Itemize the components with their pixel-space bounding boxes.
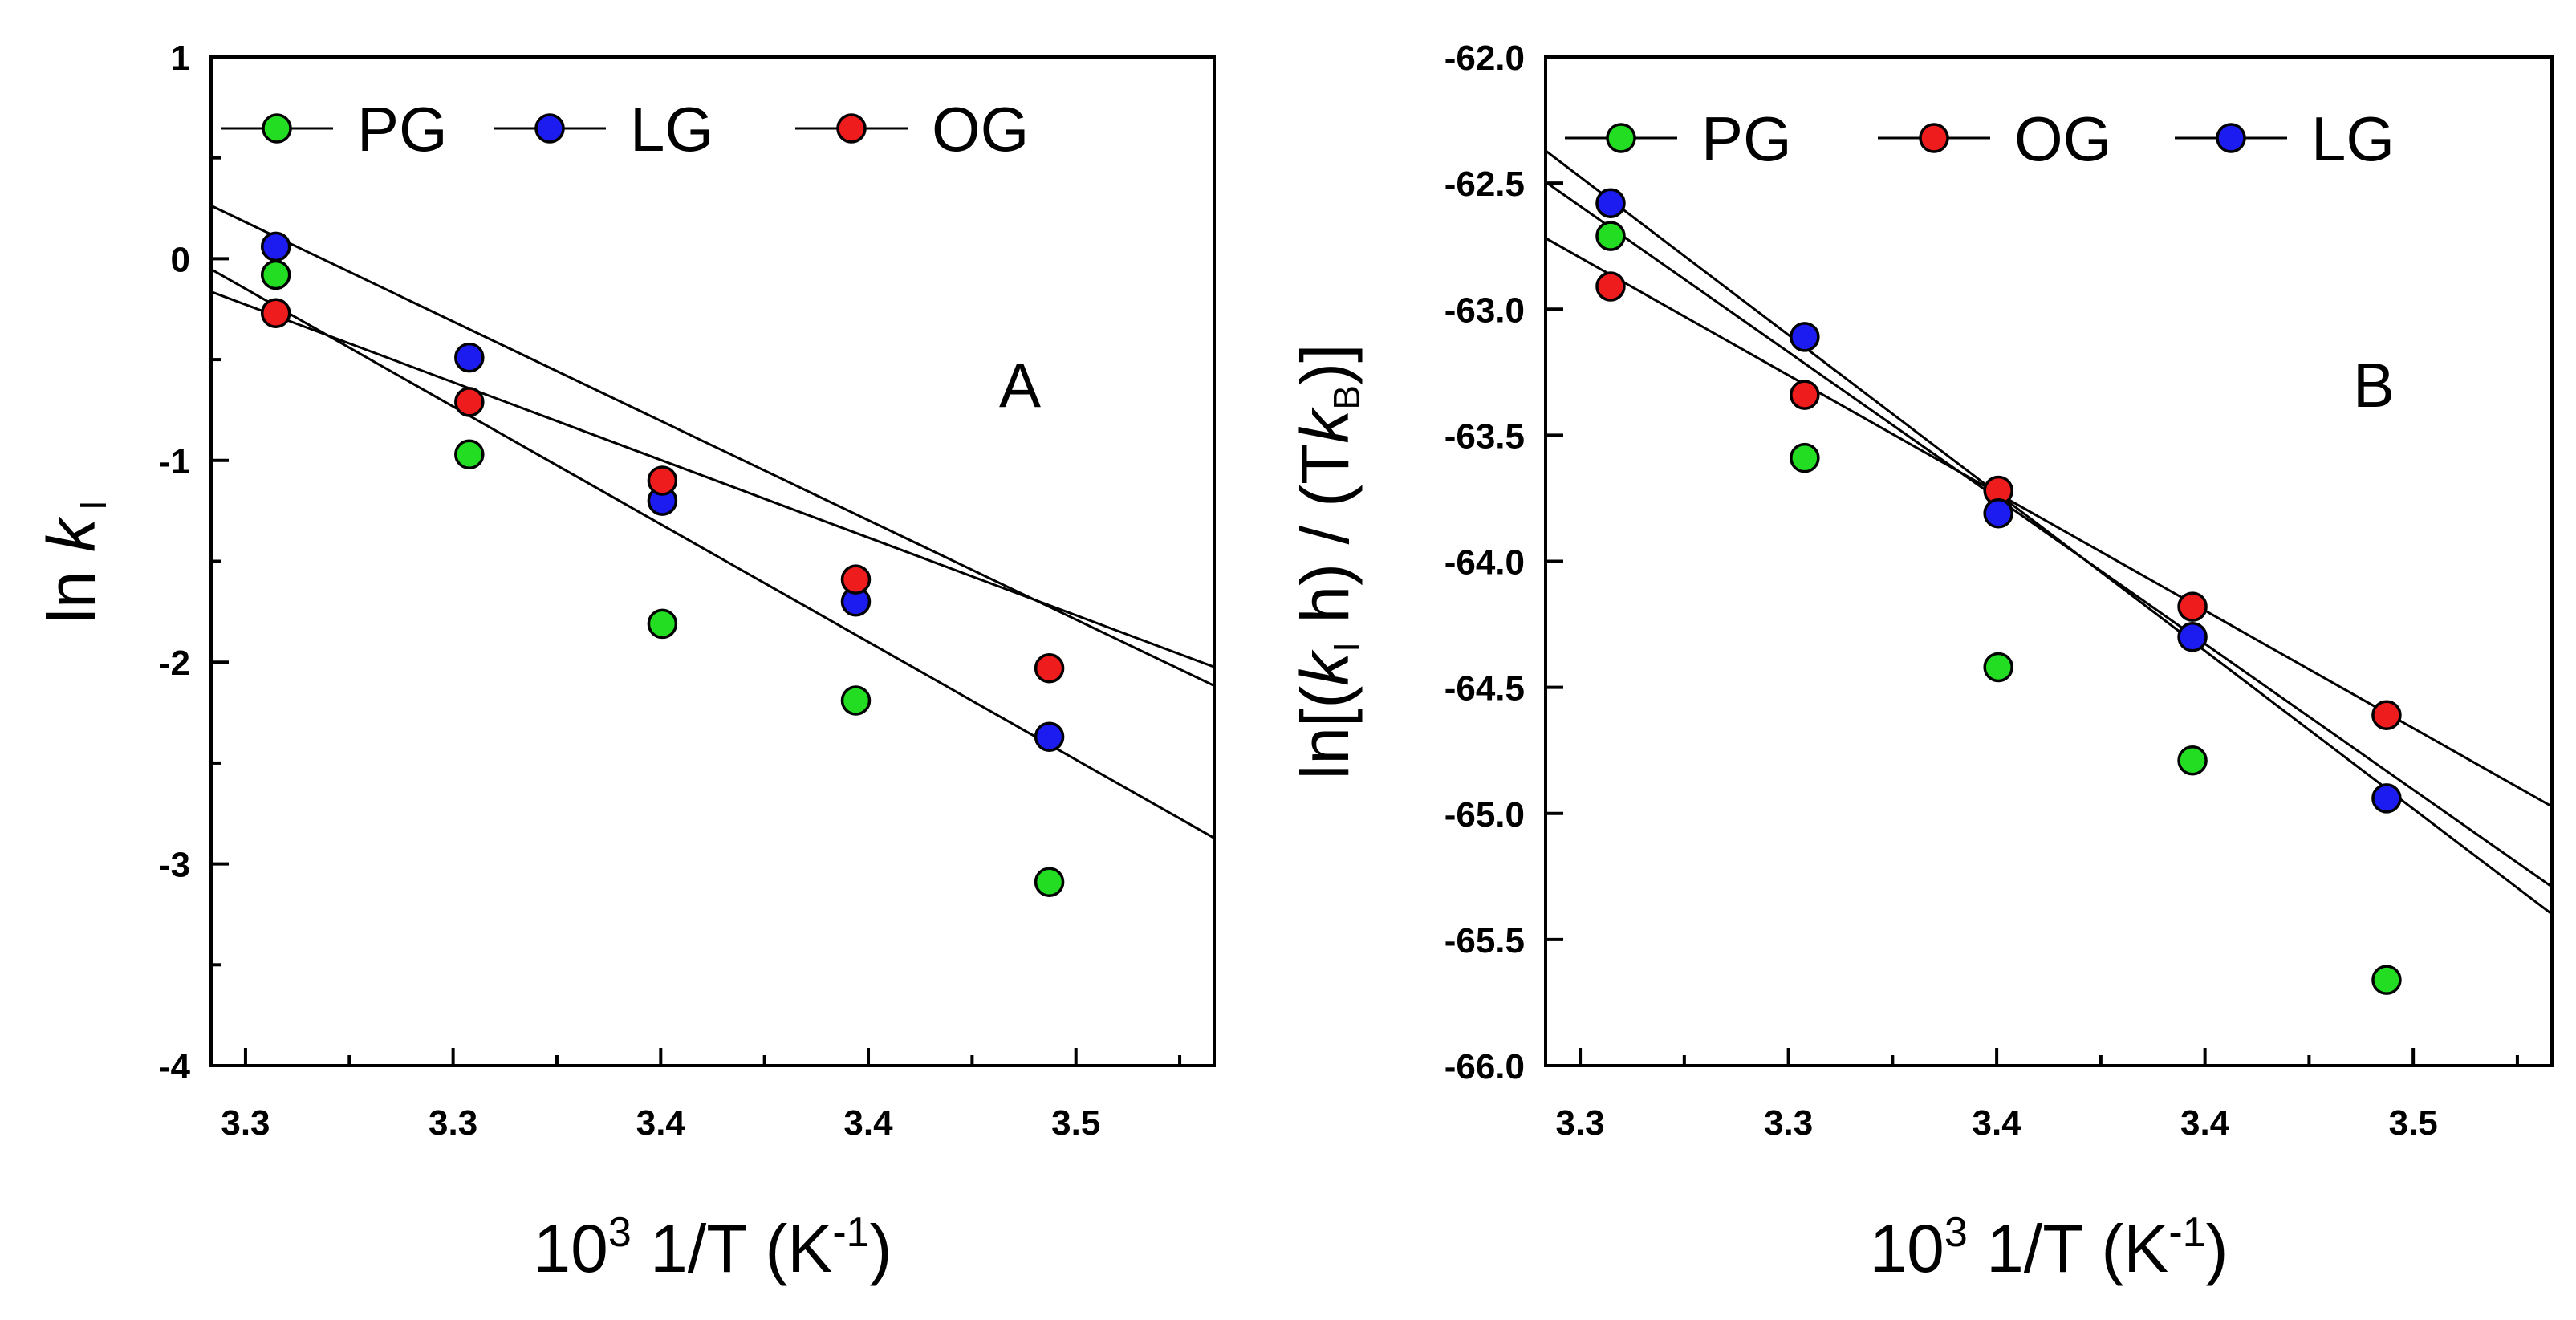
- y-tick-label: 1: [171, 39, 190, 78]
- x-tick-label: 3.5: [2389, 1103, 2438, 1143]
- point-lg: [454, 342, 485, 373]
- y-tick-label: -62.0: [1444, 39, 1525, 78]
- x-axis-a: 3.3 3.3 3.4 3.4 3.5: [221, 1048, 1182, 1143]
- point-lg: [1790, 322, 1820, 352]
- x-tick-label: 3.4: [2180, 1103, 2230, 1143]
- point-lg: [1595, 188, 1626, 219]
- point-og: [840, 564, 872, 595]
- legend-item-lg: LG: [494, 94, 713, 164]
- point-pg: [647, 608, 678, 640]
- point-lg: [260, 231, 291, 262]
- x-axis-b: 3.3 3.3 3.4 3.4 3.5: [1555, 1048, 2519, 1143]
- point-og: [647, 465, 678, 496]
- panel-label-b: B: [2353, 350, 2395, 420]
- point-pg: [840, 685, 872, 716]
- point-og: [1790, 380, 1820, 410]
- legend-marker: [262, 113, 292, 144]
- legend-item-pg: PG: [1565, 104, 1792, 174]
- panel-a: 1 0 -1 -2 -3 -4 3.3 3.3 3.4 3.4 3.5 PG LG OG A ln k…: [34, 39, 1216, 1286]
- x-tick-label: 3.3: [1764, 1103, 1813, 1143]
- legend-label: LG: [2311, 104, 2395, 174]
- legend-a: PG LG OG: [221, 94, 1029, 164]
- y-tick-label: -63.0: [1444, 290, 1525, 330]
- fit-line-pg: [1546, 181, 2552, 888]
- legend-item-pg: PG: [221, 94, 448, 164]
- x-tick-label: 3.3: [1555, 1103, 1604, 1143]
- fit-line-pg: [211, 268, 1214, 839]
- plot-frame-a: [209, 55, 1216, 1067]
- legend-label: LG: [630, 94, 713, 164]
- legend-marker: [836, 113, 867, 144]
- y-tick-label: -65.5: [1444, 921, 1525, 961]
- legend-label: PG: [357, 94, 448, 164]
- x-tick-label: 3.4: [636, 1103, 686, 1143]
- data-points-a: [260, 231, 1065, 897]
- y-tick-label: -62.5: [1444, 164, 1525, 204]
- x-tick-label: 3.4: [843, 1103, 893, 1143]
- y-tick-label: 0: [171, 240, 190, 279]
- legend-marker: [2216, 123, 2246, 153]
- legend-item-lg: LG: [2175, 104, 2395, 174]
- point-lg: [2371, 783, 2402, 814]
- legend-label: OG: [932, 94, 1029, 164]
- x-tick-label: 3.4: [1973, 1103, 2022, 1143]
- panel-b: -62.0 -62.5 -63.0 -63.5 -64.0 -64.5 -65.0 -65.5…: [1287, 39, 2554, 1286]
- point-og: [260, 298, 291, 329]
- y-tick-label: -3: [159, 846, 190, 885]
- legend-label: PG: [1701, 104, 1792, 174]
- x-axis-title-b: 103 1/T (K-1): [1869, 1209, 2228, 1286]
- point-lg: [1034, 721, 1065, 752]
- data-points-b: [1595, 188, 2402, 995]
- point-lg: [2177, 622, 2208, 652]
- y-axis-b: -62.0 -62.5 -63.0 -63.5 -64.0 -64.5 -65.0 -65.5…: [1444, 39, 1563, 1086]
- legend-label: OG: [2014, 104, 2111, 174]
- y-tick-label: -63.5: [1444, 416, 1525, 456]
- x-tick-label: 3.3: [221, 1103, 270, 1143]
- point-pg: [1595, 221, 1626, 251]
- y-tick-label: -64.5: [1444, 669, 1525, 709]
- point-og: [454, 387, 485, 417]
- fit-line-og: [211, 290, 1214, 668]
- y-axis-a: 1 0 -1 -2 -3 -4: [159, 39, 229, 1086]
- y-tick-label: -64.0: [1444, 543, 1525, 583]
- point-pg: [1790, 442, 1820, 473]
- y-axis-title-b: ln[(kI h) / (TkB)]: [1287, 344, 1367, 780]
- y-tick-label: -66.0: [1444, 1047, 1525, 1086]
- y-tick-label: -4: [159, 1047, 191, 1086]
- point-pg: [1034, 867, 1065, 897]
- legend-b: PG OG LG: [1565, 104, 2395, 174]
- legend-item-og: OG: [1878, 104, 2111, 174]
- legend-marker: [1919, 123, 1949, 153]
- fit-line-lg: [211, 204, 1214, 687]
- fit-lines-a: [211, 204, 1214, 839]
- point-pg: [260, 259, 291, 290]
- legend-marker: [534, 113, 565, 144]
- y-tick-label: -2: [159, 644, 190, 683]
- point-pg: [1983, 652, 2013, 683]
- point-og: [2177, 591, 2208, 622]
- x-tick-label: 3.5: [1051, 1103, 1100, 1143]
- point-og: [1034, 652, 1065, 684]
- y-tick-label: -1: [159, 442, 190, 481]
- point-og: [2371, 700, 2402, 730]
- fit-line-og: [1546, 237, 2552, 808]
- point-pg: [2371, 965, 2402, 995]
- point-og: [1595, 271, 1626, 302]
- point-pg: [2177, 745, 2208, 776]
- legend-item-og: OG: [795, 94, 1029, 164]
- legend-marker: [1606, 123, 1636, 153]
- y-axis-title-a: ln kI: [34, 500, 114, 623]
- x-axis-title-a: 103 1/T (K-1): [533, 1209, 892, 1286]
- point-lg: [1983, 498, 2013, 529]
- y-tick-label: -65.0: [1444, 795, 1525, 835]
- plot-frame-b: [1544, 55, 2554, 1067]
- x-tick-label: 3.3: [429, 1103, 477, 1143]
- point-pg: [454, 439, 485, 470]
- panel-label-a: A: [999, 350, 1041, 420]
